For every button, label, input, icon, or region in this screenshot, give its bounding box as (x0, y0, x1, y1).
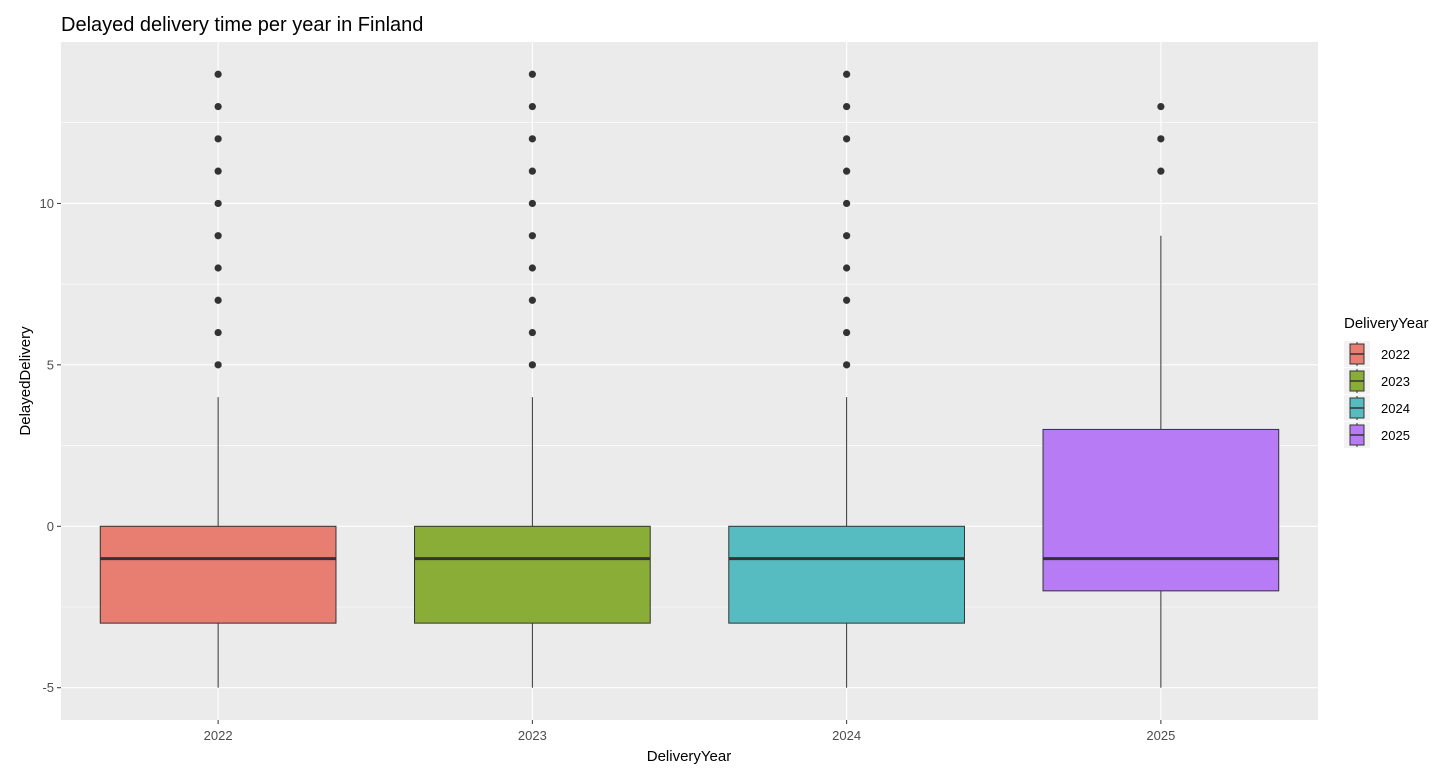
outlier-point (1157, 102, 1165, 111)
outlier-point (843, 135, 851, 143)
outlier-point (214, 199, 222, 208)
x-tick-label: 2022 (204, 728, 233, 743)
outlier-point (214, 135, 222, 143)
outlier-point (843, 199, 851, 208)
outlier-point (843, 264, 851, 272)
outlier-point (528, 199, 536, 208)
box (1042, 428, 1280, 592)
outlier-point (843, 167, 851, 175)
legend-label: 2025 (1381, 428, 1410, 443)
legend-title: DeliveryYear (1344, 315, 1429, 332)
outlier-point (528, 167, 536, 175)
y-tick-label: 10 (40, 196, 54, 211)
x-tick-label: 2024 (832, 728, 861, 743)
legend-item-2023: 2023 (1344, 368, 1410, 394)
outlier-point (528, 361, 536, 369)
outlier-point (843, 328, 851, 337)
x-axis-title: DeliveryYear (647, 748, 732, 765)
outlier-point (214, 70, 222, 78)
y-tick-label: 0 (47, 519, 54, 534)
outlier-point (843, 296, 851, 304)
outlier-point (1157, 167, 1165, 175)
legend-label: 2024 (1381, 401, 1410, 416)
x-tick-label: 2023 (518, 728, 547, 743)
y-tick-label: 5 (47, 357, 54, 372)
box-group-2022 (99, 70, 337, 688)
chart-title: Delayed delivery time per year in Finlan… (61, 14, 423, 36)
legend-item-2022: 2022 (1344, 341, 1410, 367)
outlier-point (214, 296, 222, 304)
legend-item-2025: 2025 (1344, 422, 1410, 448)
outlier-point (528, 70, 536, 78)
legend-item-2024: 2024 (1344, 395, 1410, 421)
outlier-point (528, 102, 536, 111)
outlier-point (843, 102, 851, 111)
box (414, 525, 651, 624)
outlier-point (528, 232, 536, 240)
box-group-2025 (1042, 102, 1280, 688)
outlier-point (214, 264, 222, 272)
outlier-point (528, 296, 536, 304)
outlier-point (843, 70, 851, 78)
box-group-2024 (728, 70, 965, 688)
y-axis-ticks: -5 0 5 10 (40, 196, 61, 695)
outlier-point (528, 135, 536, 143)
box (99, 525, 337, 624)
y-axis-title: DelayedDelivery (17, 326, 34, 436)
x-axis-ticks: 2022 2023 2024 2025 (204, 720, 1175, 743)
outlier-point (528, 264, 536, 272)
box-series (99, 70, 1280, 688)
box (728, 525, 965, 624)
legend: DeliveryYear 2022 2023 2024 2025 (1344, 315, 1429, 448)
y-tick-label: -5 (42, 680, 54, 695)
outlier-point (214, 167, 222, 175)
outlier-point (214, 232, 222, 240)
x-tick-label: 2025 (1146, 728, 1175, 743)
outlier-point (1157, 135, 1165, 143)
outlier-point (214, 328, 222, 337)
legend-label: 2023 (1381, 374, 1410, 389)
outlier-point (528, 328, 536, 337)
outlier-point (843, 232, 851, 240)
legend-label: 2022 (1381, 347, 1410, 362)
box-group-2023 (414, 70, 651, 688)
outlier-point (214, 361, 222, 369)
outlier-point (843, 361, 851, 369)
outlier-point (214, 102, 222, 111)
